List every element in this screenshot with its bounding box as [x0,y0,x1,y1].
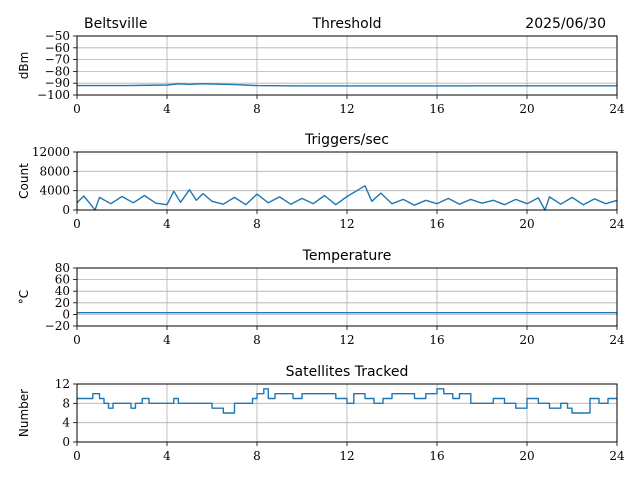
x-tick-label: 20 [519,217,534,231]
x-tick-label: 12 [339,449,354,463]
y-tick-label: −70 [45,53,70,67]
panel-0: 0 4 8 12 16 20 24 −100−90−80−70−60−50 Threshold d… [17,16,625,116]
x-tick-label: 24 [609,449,625,463]
panel-1: 0 4 8 12 16 20 24 0 4000 8000 12000 Triggers/sec Cou… [17,132,625,231]
y-tick-label: 0 [62,307,70,321]
x-tick-label: 20 [519,333,534,347]
y-tick-label: −100 [37,88,70,102]
y-tick-label: −80 [45,64,70,78]
y-tick-label: 12000 [32,145,70,159]
series-line [77,388,617,414]
x-tick-label: 12 [339,333,354,347]
panel-3: 0 4 8 12 16 20 24 0 4 8 12 Satellites Tracked Number [17,364,625,463]
x-tick-label: 12 [339,102,354,116]
x-tick-label: 16 [429,449,444,463]
y-tick-label: 0 [62,203,70,217]
y-tick-label: 4 [62,416,70,430]
x-tick-label: 16 [429,217,444,231]
y-tick-label: 12 [55,377,70,391]
y-tick-label: −90 [45,76,70,90]
y-axis-label: °C [17,290,31,304]
y-tick-label: 20 [55,296,70,310]
y-tick-label: 4000 [39,184,70,198]
x-tick-label: 0 [73,449,81,463]
station-label: Beltsville [84,16,147,32]
x-tick-label: 20 [519,102,534,116]
y-tick-label: −50 [45,29,70,43]
x-tick-label: 0 [73,217,81,231]
series-line [76,185,618,211]
chart-title: Triggers/sec [304,132,389,148]
chart-title: Satellites Tracked [286,364,409,380]
y-tick-label: 60 [55,273,70,287]
panels: 0 4 8 12 16 20 24 −100−90−80−70−60−50 Threshold d… [17,16,625,463]
x-tick-label: 8 [253,333,261,347]
x-tick-label: 4 [163,449,171,463]
y-axis-label: Number [17,389,31,437]
chart-title: Temperature [302,248,392,264]
chart-title: Threshold [312,16,382,32]
x-tick-label: 0 [73,333,81,347]
x-tick-label: 16 [429,333,444,347]
x-tick-label: 24 [609,102,625,116]
y-tick-label: −60 [45,41,70,55]
x-tick-label: 4 [163,333,171,347]
y-axis-label: dBm [17,52,31,80]
x-tick-label: 12 [339,217,354,231]
y-tick-label: 8000 [39,164,70,178]
x-tick-label: 16 [429,102,444,116]
x-tick-label: 0 [73,102,81,116]
date-label: 2025/06/30 [525,16,606,32]
y-tick-label: −20 [45,319,70,333]
x-tick-label: 4 [163,102,171,116]
x-tick-label: 4 [163,217,171,231]
x-tick-label: 24 [609,333,625,347]
y-tick-label: 40 [55,284,70,298]
x-tick-label: 20 [519,449,534,463]
x-tick-label: 24 [609,217,625,231]
y-tick-label: 8 [62,396,70,410]
x-tick-label: 8 [253,102,261,116]
x-tick-label: 8 [253,449,261,463]
y-tick-label: 80 [55,261,70,275]
x-tick-label: 8 [253,217,261,231]
y-tick-label: 0 [62,435,70,449]
series-line [77,83,617,87]
y-axis-label: Count [17,163,31,199]
